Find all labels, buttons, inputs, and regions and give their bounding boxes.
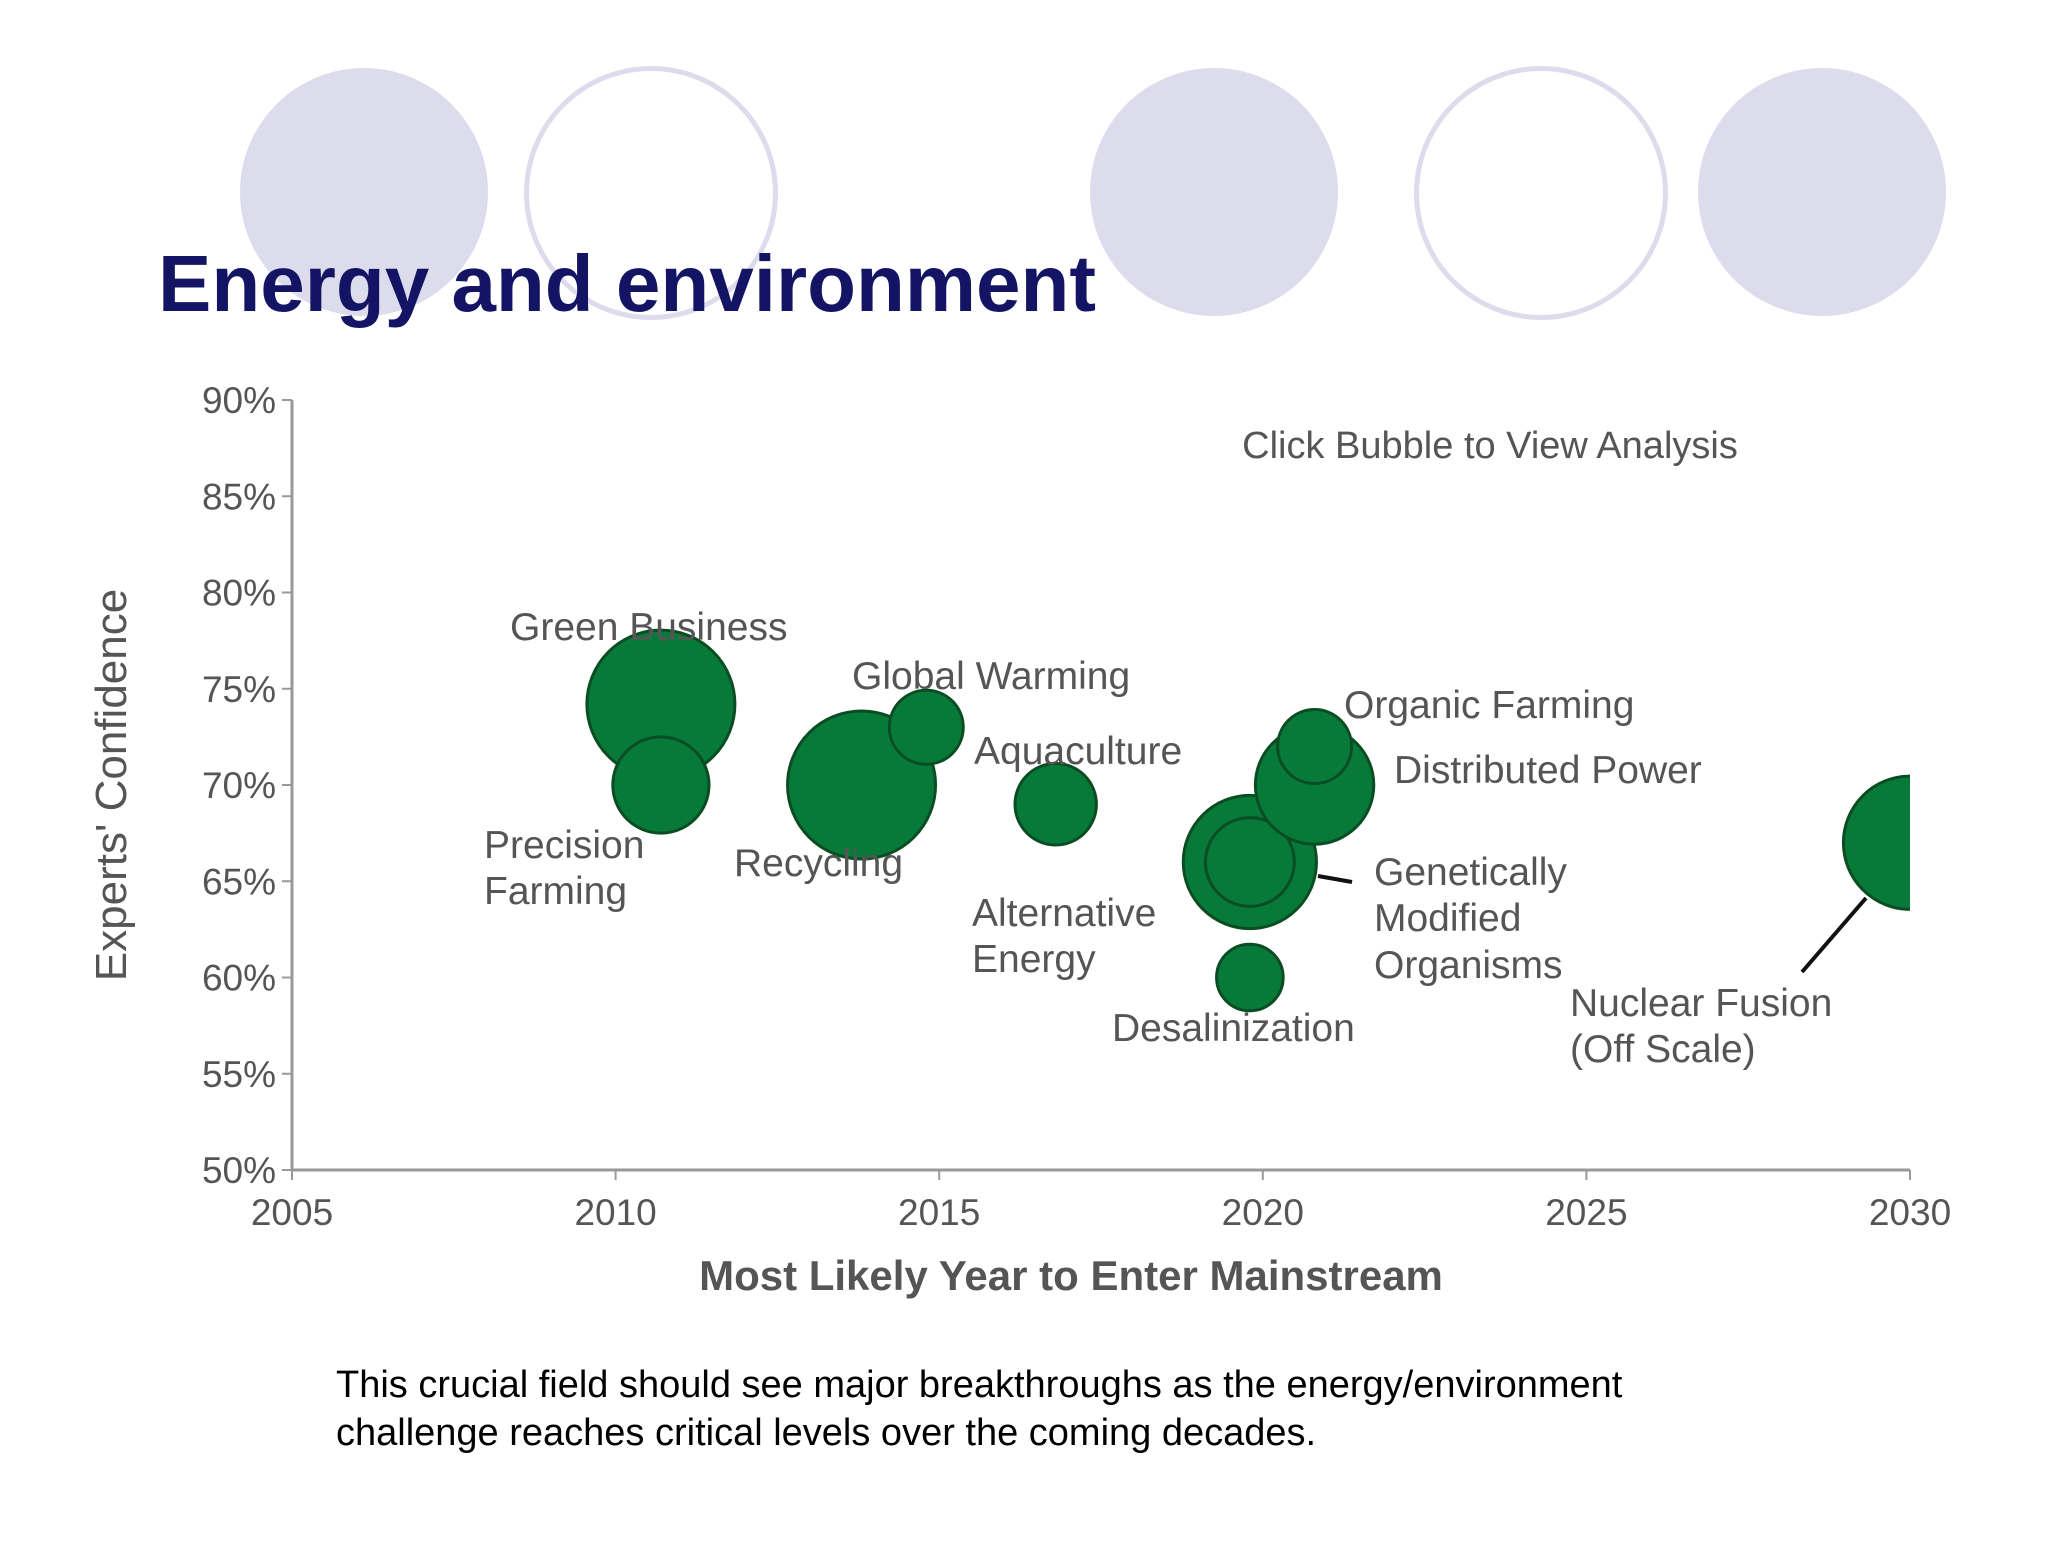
nuclear-fusion-connector-line	[1800, 896, 1868, 974]
label-desalinization: Desalinization	[1112, 1007, 1355, 1050]
y-tick-label: 85%	[202, 476, 276, 517]
y-tick-label: 90%	[202, 380, 276, 421]
bubble-organic-farming[interactable]	[1276, 708, 1354, 785]
label-recycling: Recycling	[734, 842, 903, 885]
decor-circle-2	[1090, 68, 1338, 316]
label-organisms: Organisms	[1374, 944, 1563, 987]
label-precision: Precision	[484, 824, 644, 867]
chart-axes: 50% 55% 60% 65% 70% 75% 80% 85% 90% 2005 2010 2015 2…	[87, 380, 1951, 1299]
x-tick-label: 2005	[251, 1192, 333, 1233]
slide-caption: This crucial field should see major brea…	[336, 1364, 1623, 1454]
x-tick-label: 2015	[898, 1192, 980, 1233]
bubble-aquaculture[interactable]	[1013, 762, 1098, 847]
y-tick-label: 60%	[202, 958, 276, 999]
y-tick-label: 55%	[202, 1054, 276, 1095]
x-tick-label: 2010	[574, 1192, 656, 1233]
x-tick-label: 2020	[1222, 1192, 1304, 1233]
decor-circle-3	[1698, 68, 1946, 316]
bubble-desalinization[interactable]	[1215, 942, 1285, 1013]
label-farming: Farming	[484, 870, 627, 913]
label-organic-farming: Organic Farming	[1344, 684, 1634, 727]
label-modified: Modified	[1374, 897, 1521, 940]
label-energy: Energy	[972, 938, 1096, 981]
y-tick-label: 75%	[202, 669, 276, 710]
chart-labels: Green Business Global Warming Organic Farm…	[484, 606, 1832, 1071]
decor-circle-1	[240, 68, 488, 316]
y-tick-label: 70%	[202, 765, 276, 806]
label-nuclear-fusion: Nuclear Fusion	[1570, 982, 1832, 1025]
x-tick-label: 2025	[1545, 1192, 1627, 1233]
decor-ring-2	[1414, 66, 1668, 320]
y-tick-label: 80%	[202, 573, 276, 614]
chart-connectors	[1317, 874, 1868, 974]
chart-bubbles	[585, 628, 1976, 1013]
y-tick-label: 65%	[202, 861, 276, 902]
label-off-scale: (Off Scale)	[1570, 1028, 1756, 1071]
bubble-precision-farming[interactable]	[611, 735, 711, 835]
label-alternative: Alternative	[972, 892, 1156, 935]
label-green-business: Green Business	[510, 606, 787, 649]
bubble-global-warming[interactable]	[887, 688, 965, 766]
y-tick-label: 50%	[202, 1150, 276, 1191]
label-genetically: Genetically	[1374, 851, 1567, 894]
x-tick-label: 2030	[1869, 1192, 1951, 1233]
decor-ring-1	[524, 66, 778, 320]
label-aquaculture: Aquaculture	[974, 730, 1182, 773]
slide-title: Energy and environment	[158, 239, 1096, 328]
label-distributed-power: Distributed Power	[1394, 749, 1702, 792]
y-axis-title: Experts' Confidence	[87, 589, 136, 981]
bubble-nuclear-fusion-off-scale[interactable]	[1841, 774, 1976, 911]
gmo-connector-line	[1317, 874, 1353, 884]
chart-annotation: Click Bubble to View Analysis	[1242, 425, 1738, 467]
bubble-genetically-modified-organisms[interactable]	[1203, 816, 1296, 908]
x-axis-title: Most Likely Year to Enter Mainstream	[699, 1252, 1443, 1299]
label-global-warming: Global Warming	[852, 655, 1130, 698]
